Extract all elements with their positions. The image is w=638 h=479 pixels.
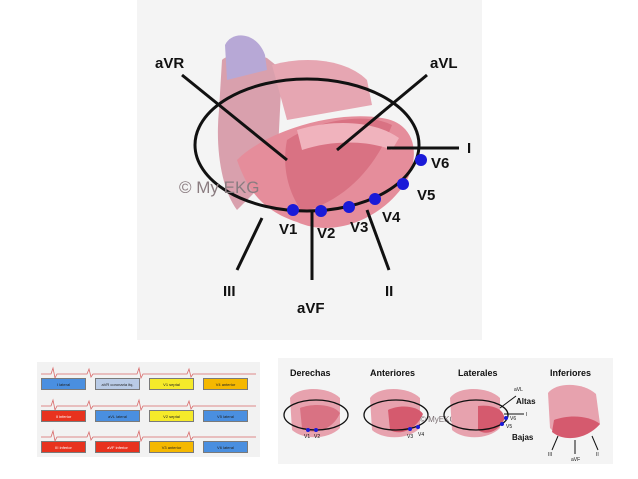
electrode-v1 <box>287 204 299 216</box>
label-v5: V5 <box>417 187 435 204</box>
lead-box-v2: V2 septal <box>149 410 194 422</box>
electrode-v4 <box>369 193 381 205</box>
electrode-v2 <box>315 205 327 217</box>
lead-box-v5: V5 lateral <box>203 410 248 422</box>
title-laterales: Laterales <box>458 368 498 378</box>
lead-box-avr: aVR coronaria itq. <box>95 378 140 390</box>
lead-axis-lines <box>181 73 459 280</box>
label-iii: III <box>223 283 236 300</box>
aorta-shape <box>225 35 267 80</box>
derechas-v1: V1 <box>304 434 310 440</box>
watermark: © My EKG <box>179 178 260 197</box>
anteriores-v3: V3 <box>407 434 413 440</box>
label-v2: V2 <box>317 225 335 242</box>
lead-box-ii: II inferior <box>41 410 86 422</box>
laterales-v6: V6 <box>510 416 516 422</box>
septum-shape <box>297 123 399 150</box>
laterales-i: I <box>526 412 527 418</box>
inferiores-iii: III <box>548 452 552 458</box>
left-atrium-shape <box>272 60 372 120</box>
lead-box-iii: III inferior <box>41 441 86 453</box>
precordial-electrodes <box>287 154 427 217</box>
mini-diagrams-svg: Derechas Anteriores Laterales Inferiores… <box>283 368 600 463</box>
derechas-v2: V2 <box>314 434 320 440</box>
ecg-lead-grid: I lateral aVR coronaria itq. V1 septal V… <box>37 362 260 457</box>
main-diagram-panel: © My EKG aVR aVL I II III aVF V1 V2 V3 V… <box>137 0 482 340</box>
heart-anteriores: V3 V4 © MyEKG <box>363 389 456 440</box>
horizontal-plane-ellipse <box>193 77 421 213</box>
electrode-v3 <box>343 201 355 213</box>
laterales-v5: V5 <box>506 424 512 430</box>
lead-box-avl: aVL lateral <box>95 410 140 422</box>
lead-box-v6: V6 lateral <box>203 441 248 453</box>
inferiores-ii: II <box>596 452 599 458</box>
heart-derechas: V1 V2 <box>283 389 349 440</box>
label-v4: V4 <box>382 209 401 226</box>
label-v1: V1 <box>279 221 297 238</box>
electrode-v5 <box>397 178 409 190</box>
laterales-bajas: Bajas <box>512 433 534 442</box>
heart-diagram: © My EKG aVR aVL I II III aVF V1 V2 V3 V… <box>155 35 471 317</box>
title-anteriores: Anteriores <box>370 368 415 378</box>
label-avf: aVF <box>297 300 325 317</box>
lead-box-i: I lateral <box>41 378 86 390</box>
mini-watermark: © MyEKG <box>420 415 456 424</box>
lead-box-v4: V4 anterior <box>203 378 248 390</box>
label-ii: II <box>385 283 393 300</box>
lead-box-v1: V1 septal <box>149 378 194 390</box>
heart-laterales: aVL I V6 V5 Altas Bajas <box>443 387 536 442</box>
anteriores-v4: V4 <box>418 432 424 438</box>
label-i: I <box>467 140 471 157</box>
label-v3: V3 <box>350 219 368 236</box>
title-derechas: Derechas <box>290 368 331 378</box>
laterales-altas: Altas <box>516 397 536 406</box>
title-inferiores: Inferiores <box>550 368 591 378</box>
label-avr: aVR <box>155 55 184 72</box>
laterales-avl: aVL <box>514 387 523 393</box>
lead-box-avf: aVF inferior <box>95 441 140 453</box>
label-avl: aVL <box>430 55 458 72</box>
label-v6: V6 <box>431 155 449 172</box>
inferiores-avf: aVF <box>571 457 580 463</box>
ecg-traces <box>41 366 256 443</box>
electrode-v6 <box>415 154 427 166</box>
territory-mini-diagrams: Derechas Anteriores Laterales Inferiores… <box>278 358 613 464</box>
lead-box-v3: V3 anterior <box>149 441 194 453</box>
heart-inferiores: III aVF II <box>548 384 600 463</box>
